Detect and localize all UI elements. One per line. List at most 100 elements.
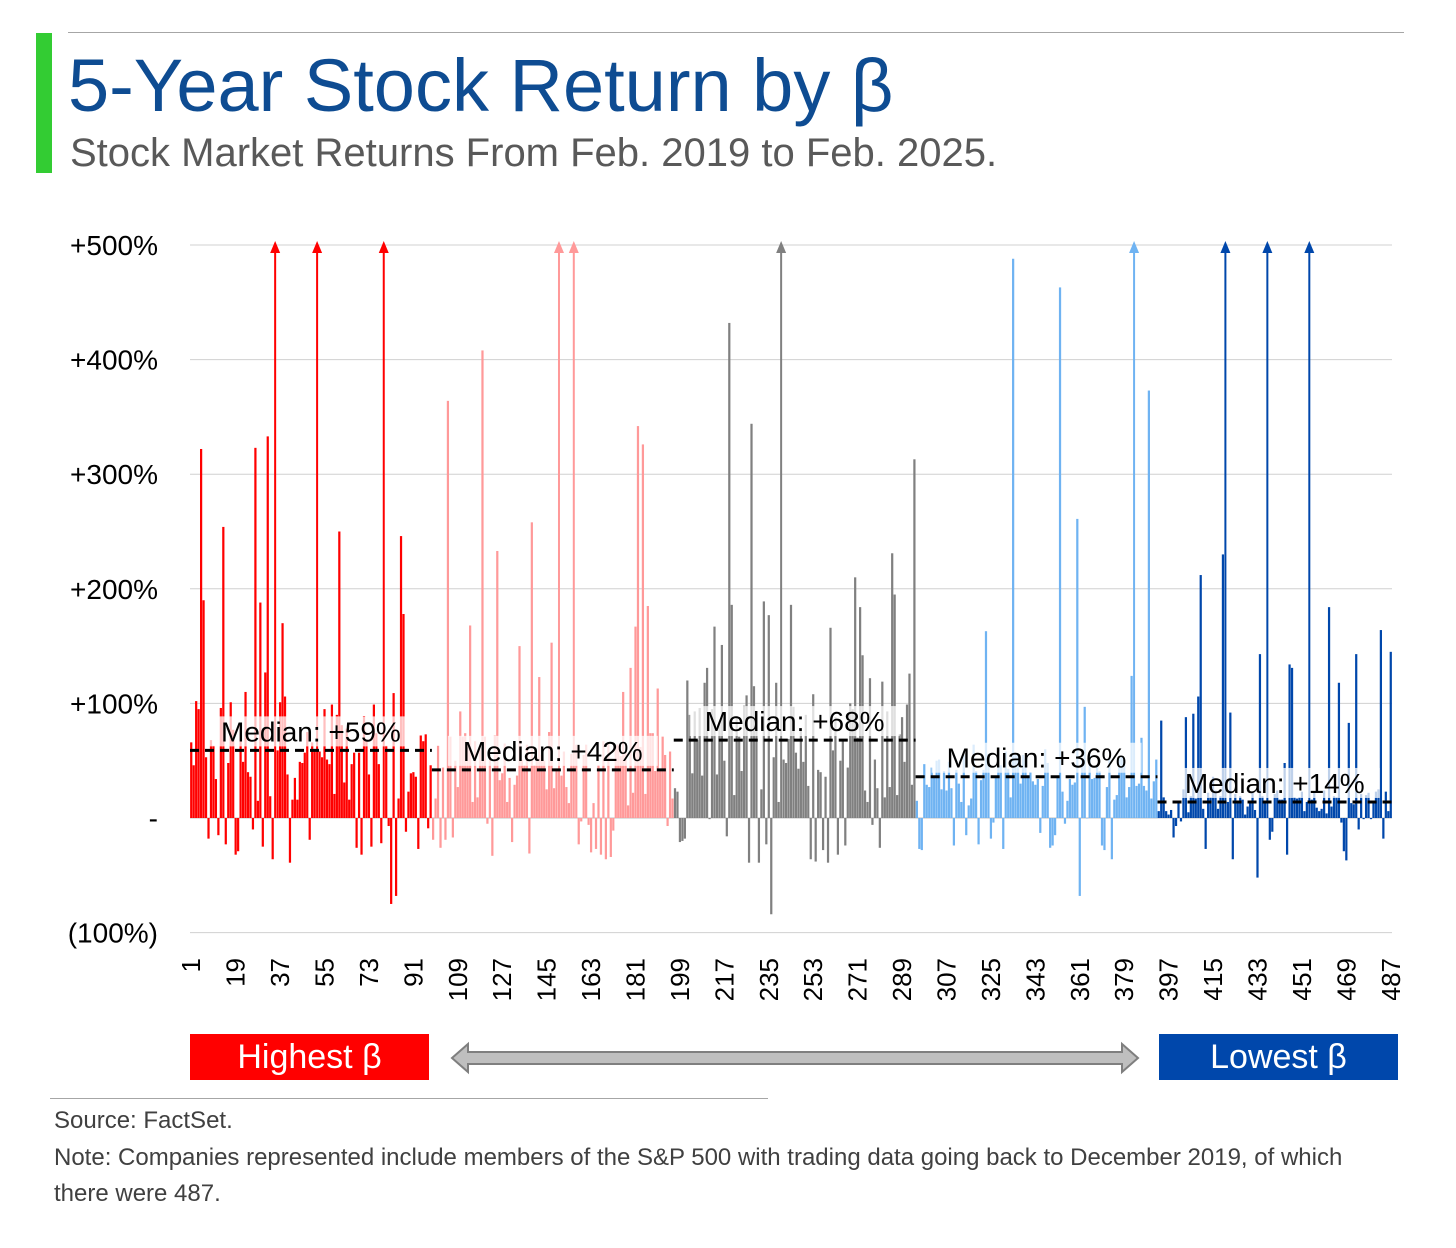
bar (278, 702, 282, 818)
bar (1105, 787, 1109, 818)
bar (878, 818, 881, 848)
bar (427, 818, 430, 829)
bar (1128, 787, 1131, 818)
bar (844, 818, 847, 846)
chart-title: 5-Year Stock Return by β (68, 44, 894, 127)
bar (1214, 790, 1217, 818)
bar (1081, 760, 1084, 818)
off-scale-arrow-icon (270, 241, 281, 253)
bar (197, 709, 200, 818)
bar (1118, 758, 1121, 818)
bar (819, 772, 822, 818)
bar (1103, 818, 1106, 851)
bar (1273, 793, 1276, 818)
bar (1002, 818, 1005, 849)
bar (261, 818, 264, 847)
bar (1113, 799, 1116, 818)
bar (308, 818, 311, 840)
bar (1073, 782, 1076, 818)
bar (476, 797, 479, 818)
bar (325, 759, 329, 818)
bar (478, 749, 482, 818)
bar (520, 759, 524, 818)
bar (984, 631, 988, 818)
bar (1246, 806, 1249, 818)
bar (1145, 790, 1148, 818)
bar (350, 764, 353, 818)
bar (787, 738, 790, 818)
median-label-bg (447, 735, 658, 766)
bar (1295, 798, 1299, 818)
bar (540, 754, 543, 818)
bar (1063, 818, 1067, 824)
bar (972, 744, 975, 818)
bar (1248, 803, 1252, 818)
bar (952, 818, 956, 846)
bar (1239, 796, 1242, 818)
bar (989, 818, 993, 839)
bar (237, 818, 240, 852)
bar (809, 818, 812, 860)
off-scale-arrow-icon (1220, 241, 1231, 253)
bar (1012, 258, 1015, 818)
bar (735, 716, 738, 818)
bar (288, 818, 292, 863)
bar (602, 741, 605, 818)
bar (708, 818, 711, 820)
bar (1165, 811, 1168, 818)
medians: Median: +59% Median: +42% Median: +68% Medi… (190, 706, 1392, 804)
bar (1036, 779, 1039, 818)
bar (955, 769, 958, 818)
off-scale-arrow-icon (1304, 241, 1315, 253)
bar (1031, 781, 1034, 818)
bar (1093, 777, 1096, 818)
bar (1120, 756, 1123, 818)
bar (634, 626, 637, 818)
bar (195, 701, 198, 818)
bar (1150, 798, 1153, 818)
bar (436, 745, 440, 818)
bar (202, 600, 205, 818)
bar (834, 717, 837, 818)
bar (649, 733, 652, 818)
bar (392, 693, 395, 818)
bar (777, 801, 780, 818)
bar (256, 800, 259, 818)
bar (498, 780, 501, 818)
bar (525, 744, 529, 818)
bar (375, 733, 378, 818)
bar (1357, 818, 1360, 830)
bar (631, 792, 635, 818)
bar (503, 743, 506, 818)
bar (997, 748, 1000, 818)
bar (896, 795, 899, 818)
bar (333, 793, 336, 818)
bar (496, 550, 499, 818)
bar (999, 765, 1002, 818)
bar (881, 681, 884, 818)
bar (873, 759, 877, 818)
bar (562, 751, 566, 818)
bar (1110, 818, 1113, 860)
bar (1197, 696, 1200, 818)
bar (740, 771, 743, 818)
bar (1137, 783, 1141, 818)
bar (357, 752, 361, 818)
x-tick-label: 55 (310, 958, 340, 987)
bar (1098, 771, 1101, 818)
bar (239, 725, 242, 818)
bar (641, 444, 645, 818)
x-tick-label: 37 (265, 958, 295, 987)
bar (306, 732, 309, 818)
bar (1276, 790, 1279, 818)
bar (570, 753, 573, 818)
bar (668, 751, 672, 818)
bar (1014, 754, 1017, 818)
x-tick-label: 433 (1242, 958, 1272, 1000)
bar (644, 793, 647, 818)
bar (915, 800, 918, 818)
bar (244, 691, 247, 818)
bar (804, 714, 807, 818)
bar (765, 818, 768, 845)
bar (1209, 797, 1212, 818)
